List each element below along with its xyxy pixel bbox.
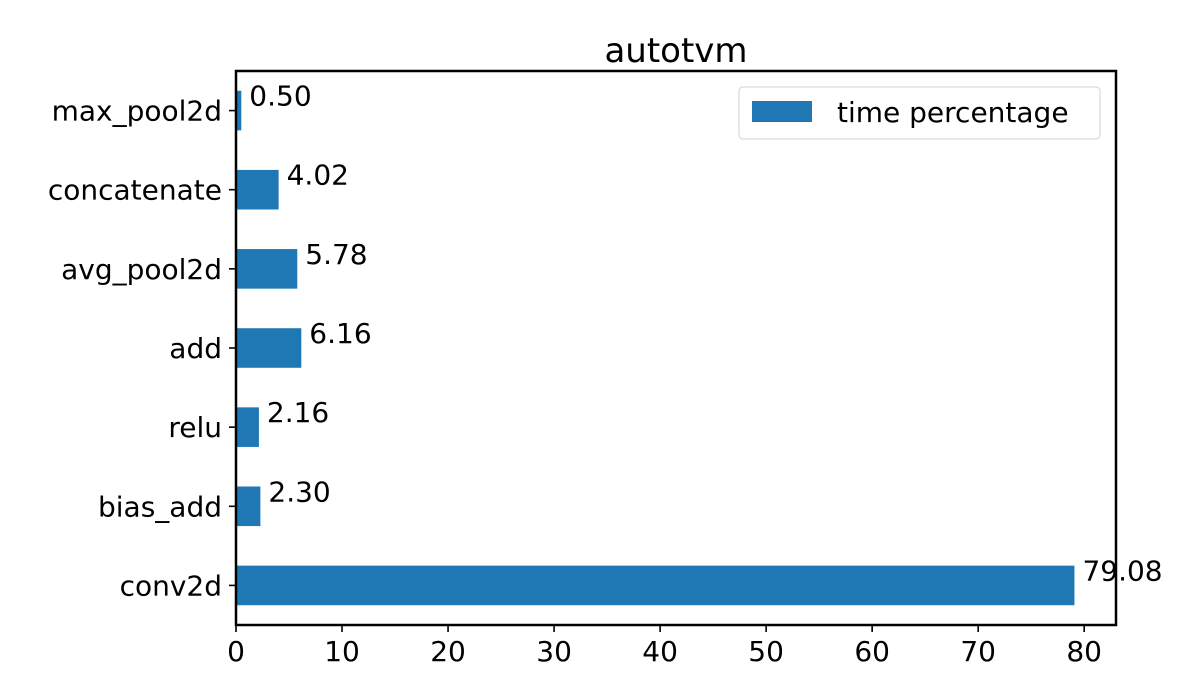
value-label-relu: 2.16: [267, 396, 329, 429]
x-tick-label-50: 50: [748, 635, 784, 668]
bar-avg_pool2d: [236, 249, 298, 289]
value-label-max_pool2d: 0.50: [249, 80, 311, 113]
legend-box: [738, 86, 1101, 140]
x-tick-label-30: 30: [536, 635, 572, 668]
value-labels-group: 79.08 2.30 2.16 6.16 5.78 4.02 0.50: [249, 80, 1162, 588]
legend-swatch: [752, 101, 812, 122]
chart-title: autotvm: [604, 31, 747, 71]
y-tick-label-avg_pool2d: avg_pool2d: [61, 253, 222, 286]
bar-add: [236, 328, 302, 368]
y-axis: conv2d bias_add relu add avg_pool2d concatena…: [48, 95, 236, 602]
bar-concatenate: [236, 169, 279, 210]
y-tick-label-conv2d: conv2d: [120, 569, 222, 602]
legend-label: time percentage: [837, 96, 1069, 129]
bar-conv2d: [236, 565, 1075, 606]
y-tick-label-max_pool2d: max_pool2d: [52, 95, 222, 128]
y-tick-label-bias_add: bias_add: [98, 490, 222, 523]
value-label-add: 6.16: [309, 317, 371, 350]
x-tick-label-0: 0: [227, 635, 245, 668]
x-axis: 0 10 20 30 40 50 60 70 80: [227, 625, 1102, 668]
bars-group: [236, 90, 1075, 606]
x-tick-label-20: 20: [430, 635, 466, 668]
x-tick-label-40: 40: [642, 635, 678, 668]
value-label-avg_pool2d: 5.78: [305, 238, 367, 271]
y-tick-label-add: add: [169, 332, 222, 365]
value-label-conv2d: 79.08: [1082, 554, 1162, 587]
x-tick-label-10: 10: [324, 635, 360, 668]
y-tick-label-concatenate: concatenate: [48, 174, 222, 207]
plot-frame: [234, 69, 1118, 627]
bar-relu: [236, 407, 259, 447]
y-tick-label-relu: relu: [168, 411, 222, 444]
bar-bias_add: [236, 486, 261, 527]
value-label-concatenate: 4.02: [287, 159, 349, 192]
x-tick-label-80: 80: [1066, 635, 1102, 668]
value-label-bias_add: 2.30: [268, 475, 330, 508]
legend: time percentage: [738, 86, 1101, 140]
x-tick-label-70: 70: [960, 635, 996, 668]
x-tick-label-60: 60: [854, 635, 890, 668]
bar-max_pool2d: [236, 90, 242, 131]
